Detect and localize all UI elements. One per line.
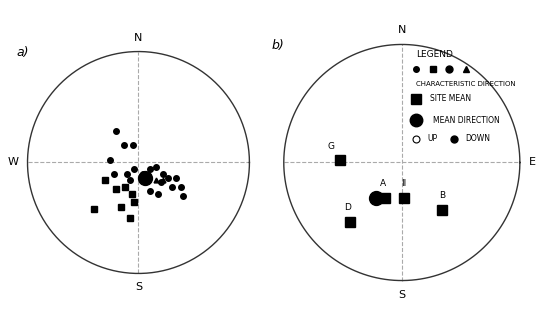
Text: S: S <box>398 290 406 300</box>
Text: b): b) <box>272 39 285 52</box>
Text: N: N <box>397 25 406 35</box>
Text: a): a) <box>16 46 29 59</box>
Text: CHARACTERISTIC DIRECTION: CHARACTERISTIC DIRECTION <box>416 81 516 87</box>
Text: UP: UP <box>428 135 438 143</box>
Text: W: W <box>8 158 18 167</box>
Text: A: A <box>380 179 386 188</box>
Text: SITE MEAN: SITE MEAN <box>430 94 471 103</box>
Text: LEGEND: LEGEND <box>416 50 453 59</box>
Text: B: B <box>439 191 445 200</box>
Text: S: S <box>135 282 142 292</box>
Text: D: D <box>344 203 351 212</box>
Text: E: E <box>529 158 536 167</box>
Text: DOWN: DOWN <box>465 135 490 143</box>
Text: II: II <box>402 179 407 188</box>
Text: MEAN DIRECTION: MEAN DIRECTION <box>433 115 499 124</box>
Text: N: N <box>134 32 143 43</box>
Text: G: G <box>327 142 334 151</box>
